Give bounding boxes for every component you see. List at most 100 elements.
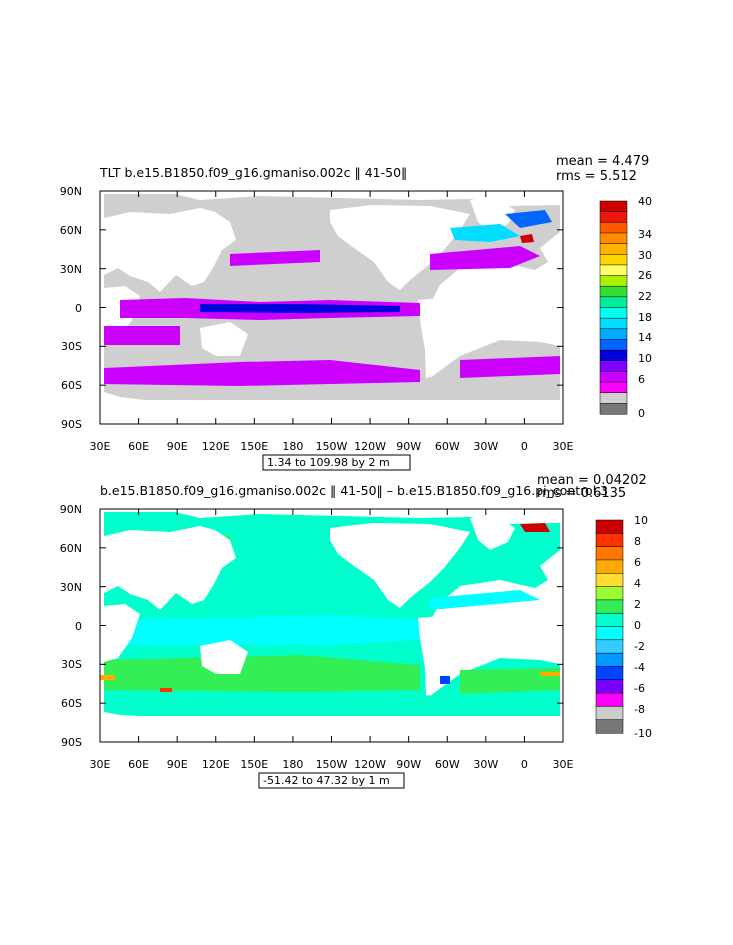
colorbar-label: 0 bbox=[638, 407, 645, 420]
colorbar-swatch bbox=[599, 360, 628, 372]
lat-label: 90N bbox=[60, 185, 82, 198]
lon-label: 150E bbox=[240, 758, 268, 771]
colorbar-swatch bbox=[599, 339, 628, 351]
panel-difference: b.e15.B1850.f09_g16.gmaniso.002c ‖ 41-50… bbox=[60, 473, 652, 789]
australia-land bbox=[200, 640, 248, 674]
lat-label: 90S bbox=[61, 418, 82, 431]
lon-label: 30E bbox=[553, 440, 574, 453]
south-america-land bbox=[418, 298, 456, 378]
colorbar-swatch bbox=[599, 222, 628, 234]
lon-label: 120E bbox=[202, 758, 230, 771]
colorbar-swatch bbox=[599, 328, 628, 340]
panel-title: TLT b.e15.B1850.f09_g16.gmaniso.002c ‖ 4… bbox=[99, 165, 407, 180]
latitude-labels: 90N 60N 30N 0 30S 60S 90S bbox=[60, 503, 82, 749]
colorbar-swatch bbox=[595, 559, 624, 574]
lon-label: 60W bbox=[435, 758, 460, 771]
antarctica-land bbox=[100, 716, 563, 742]
colorbar-label: -10 bbox=[634, 727, 652, 740]
colorbar bbox=[599, 200, 628, 415]
rms-value: rms = 5.512 bbox=[556, 169, 637, 184]
panel-title: b.e15.B1850.f09_g16.gmaniso.002c ‖ 41-50… bbox=[100, 483, 608, 498]
colorbar-swatch bbox=[595, 679, 624, 694]
lon-label: 30E bbox=[553, 758, 574, 771]
colorbar-swatch bbox=[595, 546, 624, 561]
north-america-land bbox=[330, 205, 470, 290]
colorbar-swatch bbox=[595, 599, 624, 614]
lon-label: 30W bbox=[473, 758, 498, 771]
lat-label: 0 bbox=[75, 302, 82, 315]
colorbar-label: -4 bbox=[634, 661, 645, 674]
lon-label: 0 bbox=[521, 440, 528, 453]
axis-ticks bbox=[99, 190, 564, 425]
colorbar-swatch bbox=[595, 692, 624, 707]
lat-label: 0 bbox=[75, 620, 82, 633]
colorbar-swatch bbox=[599, 275, 628, 287]
colorbar-swatch bbox=[599, 307, 628, 319]
greenland-land bbox=[470, 200, 515, 232]
lon-label: 150W bbox=[316, 440, 348, 453]
colorbar-label: 0 bbox=[634, 619, 641, 632]
colorbar-label: 22 bbox=[638, 290, 652, 303]
colorbar-swatch bbox=[599, 371, 628, 383]
lon-label: 120W bbox=[354, 440, 386, 453]
colorbar-swatch bbox=[595, 586, 624, 601]
lon-label: 150E bbox=[240, 440, 268, 453]
lon-label: 90E bbox=[167, 758, 188, 771]
lon-label: 30E bbox=[90, 440, 111, 453]
mean-value: mean = 0.04202 bbox=[537, 473, 647, 488]
rms-value: rms = 0.6135 bbox=[537, 486, 626, 501]
colorbar-label: 10 bbox=[634, 514, 648, 527]
map-plot bbox=[100, 509, 563, 742]
colorbar-label: 8 bbox=[634, 535, 641, 548]
range-text: -51.42 to 47.32 by 1 m bbox=[263, 774, 390, 787]
lat-label: 30N bbox=[60, 581, 82, 594]
lat-label: 90N bbox=[60, 503, 82, 516]
lon-label: 30E bbox=[90, 758, 111, 771]
colorbar-swatch bbox=[599, 200, 628, 213]
longitude-labels: 30E 60E 90E 120E 150E 180 150W 120W 90W … bbox=[90, 440, 574, 453]
colorbar-swatch bbox=[595, 519, 624, 534]
lon-label: 0 bbox=[521, 758, 528, 771]
colorbar-label: 18 bbox=[638, 311, 652, 324]
colorbar-swatch bbox=[599, 211, 628, 223]
colorbar-swatch bbox=[599, 243, 628, 255]
lon-label: 120E bbox=[202, 440, 230, 453]
lat-label: 30S bbox=[61, 658, 82, 671]
map-plot bbox=[100, 191, 563, 424]
colorbar-label: -8 bbox=[634, 703, 645, 716]
lon-label: 60W bbox=[435, 440, 460, 453]
lat-label: 60S bbox=[61, 697, 82, 710]
range-text: 1.34 to 109.98 by 2 m bbox=[267, 456, 390, 469]
north-america-land bbox=[330, 523, 470, 608]
colorbar-swatch bbox=[599, 381, 628, 394]
eurasia-land bbox=[104, 526, 236, 610]
colorbar-label: -2 bbox=[634, 640, 645, 653]
lat-label: 60S bbox=[61, 379, 82, 392]
colorbar-swatch bbox=[595, 706, 624, 721]
lat-label: 90S bbox=[61, 736, 82, 749]
lon-label: 90W bbox=[396, 440, 421, 453]
colorbar-swatch bbox=[595, 573, 624, 588]
colorbar-label: 10 bbox=[638, 352, 652, 365]
lon-label: 180 bbox=[282, 758, 303, 771]
lon-label: 180 bbox=[282, 440, 303, 453]
colorbar-swatch bbox=[599, 403, 628, 415]
colorbar-label: 2 bbox=[634, 598, 641, 611]
lon-label: 90W bbox=[396, 758, 421, 771]
colorbar-label: 6 bbox=[634, 556, 641, 569]
south-america-land bbox=[418, 616, 456, 696]
lat-label: 30S bbox=[61, 340, 82, 353]
colorbar-swatch bbox=[599, 285, 628, 298]
range-box bbox=[258, 772, 405, 789]
panel-mixed-layer-depth: TLT b.e15.B1850.f09_g16.gmaniso.002c ‖ 4… bbox=[60, 154, 652, 471]
latitude-labels: 90N 60N 30N 0 30S 60S 90S bbox=[60, 185, 82, 431]
lat-label: 60N bbox=[60, 224, 82, 237]
colorbar-label: 4 bbox=[634, 577, 641, 590]
colorbar-swatch bbox=[595, 666, 624, 681]
colorbar-label: 6 bbox=[638, 373, 645, 386]
colorbar-swatch bbox=[599, 392, 628, 404]
colorbar-swatch bbox=[599, 254, 628, 266]
colorbar-swatch bbox=[595, 533, 624, 548]
greenland-land bbox=[470, 518, 515, 550]
